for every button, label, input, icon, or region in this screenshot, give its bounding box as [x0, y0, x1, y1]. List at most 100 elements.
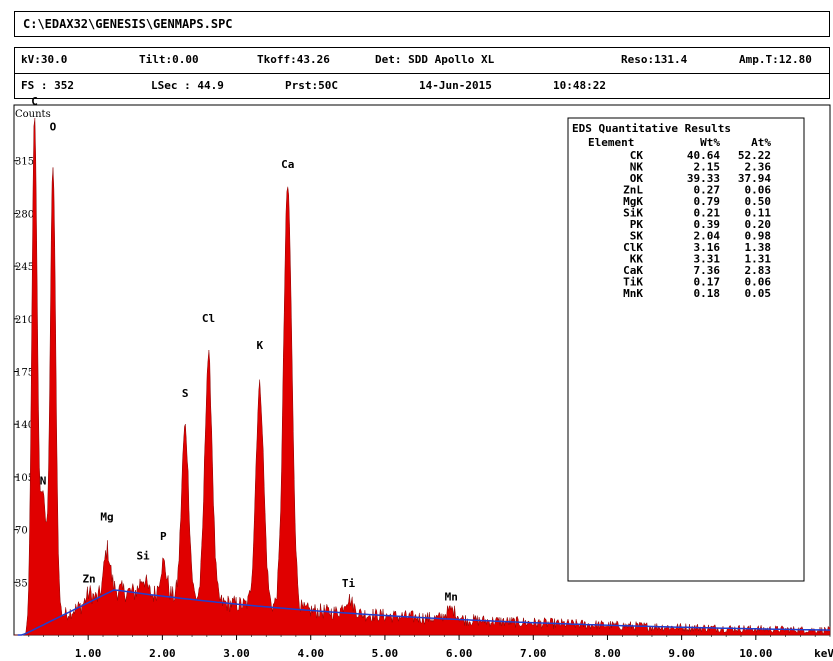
- results-wt-value: 2.15: [694, 161, 721, 174]
- results-wt-value: 3.31: [694, 253, 721, 266]
- results-element: SK: [630, 230, 644, 243]
- time-value: 10:48:22: [553, 79, 606, 92]
- results-wt-value: 0.39: [694, 218, 721, 231]
- results-at-value: 0.50: [745, 195, 772, 208]
- results-header-element: Element: [588, 136, 634, 149]
- results-wt-value: 0.27: [694, 184, 721, 197]
- x-tick-label: 1.00: [75, 647, 102, 660]
- peak-label-c: C: [31, 95, 38, 108]
- spectrum-plot: [14, 117, 831, 636]
- results-at-value: 0.98: [745, 230, 772, 243]
- kv-value: kV:30.0: [21, 53, 68, 66]
- y-tick-label: 315: [15, 157, 34, 168]
- date-value: 14-Jun-2015: [419, 79, 492, 92]
- y-tick-label: 175: [15, 368, 34, 379]
- results-at-value: 2.36: [745, 161, 772, 174]
- results-at-value: 1.31: [745, 253, 772, 266]
- results-wt-value: 7.36: [694, 264, 721, 277]
- results-title: EDS Quantitative Results: [572, 122, 731, 135]
- acquisition-params-row: kV:30.0 Tilt:0.00 Tkoff:43.26 Det: SDD A…: [14, 47, 830, 73]
- y-tick-label: 280: [15, 209, 34, 220]
- acquisition-stats-row: FS : 352 LSec : 44.9 Prst:50C 14-Jun-201…: [14, 73, 830, 99]
- results-wt-value: 39.33: [687, 172, 720, 185]
- results-wt-value: 0.18: [694, 287, 721, 300]
- x-tick-label: 8.00: [594, 647, 621, 660]
- y-tick-label: 210: [15, 315, 34, 326]
- x-tick-label: 5.00: [372, 647, 399, 660]
- results-header-at: At%: [751, 136, 771, 149]
- x-tick-label: 7.00: [520, 647, 547, 660]
- results-wt-value: 3.16: [694, 241, 721, 254]
- results-at-value: 1.38: [745, 241, 772, 254]
- results-box: [567, 117, 805, 582]
- results-element: TiK: [623, 276, 643, 289]
- results-at-value: 0.11: [745, 207, 772, 220]
- results-at-value: 0.06: [745, 276, 772, 289]
- peak-label-zn: Zn: [82, 572, 95, 585]
- y-tick-label: 70: [15, 526, 28, 537]
- spectrum-area: [14, 117, 831, 636]
- peak-label-mn: Mn: [445, 590, 458, 603]
- detector-value: Det: SDD Apollo XL: [375, 53, 495, 66]
- peak-label-cl: Cl: [202, 312, 215, 325]
- results-at-value: 37.94: [738, 172, 771, 185]
- x-tick-label: 9.00: [668, 647, 695, 660]
- y-tick-label: 105: [15, 473, 34, 484]
- results-wt-value: 40.64: [687, 149, 720, 162]
- results-element: MnK: [623, 287, 643, 300]
- peak-label-ti: Ti: [342, 577, 356, 590]
- lsec-value: LSec : 44.9: [151, 79, 224, 92]
- y-tick-label: 140: [15, 420, 34, 431]
- results-wt-value: 0.79: [694, 195, 721, 208]
- peak-label-si: Si: [136, 550, 150, 563]
- chart-axes: Counts 35 70 105 140 175 210 245 280 315 1.00 2.00 3…: [13, 104, 833, 660]
- peak-label-n: N: [40, 474, 47, 487]
- results-element: CaK: [623, 264, 643, 277]
- x-tick-label: 2.00: [149, 647, 176, 660]
- x-tick-label: 3.00: [223, 647, 250, 660]
- results-wt-value: 0.17: [694, 276, 721, 289]
- y-tick-label: 35: [15, 578, 28, 589]
- x-tick-label: 10.00: [739, 647, 772, 660]
- peak-label-mg: Mg: [100, 511, 113, 524]
- x-tick-label: 6.00: [446, 647, 473, 660]
- x-tick-label: 4.00: [297, 647, 324, 660]
- amp-time-value: Amp.T:12.80: [739, 53, 812, 66]
- results-wt-value: 0.21: [694, 207, 721, 220]
- tilt-value: Tilt:0.00: [139, 53, 199, 66]
- peak-label-p: P: [160, 530, 167, 543]
- results-element: SiK: [623, 207, 643, 220]
- resolution-value: Reso:131.4: [621, 53, 688, 66]
- results-at-value: 0.05: [745, 287, 772, 300]
- takeoff-value: Tkoff:43.26: [257, 53, 330, 66]
- x-axis-unit: keV: [814, 647, 833, 660]
- results-wt-value: 2.04: [694, 230, 721, 243]
- results-at-value: 0.06: [745, 184, 772, 197]
- fs-value: FS : 352: [21, 79, 74, 92]
- results-element: OK: [630, 172, 644, 185]
- file-path-bar: C:\EDAX32\GENESIS\GENMAPS.SPC: [14, 11, 830, 37]
- peak-labels: CO N Zn Mg Si P S Cl K Ca Ti Mn: [31, 95, 458, 603]
- y-tick-label: 245: [15, 262, 34, 273]
- results-element: ClK: [623, 241, 643, 254]
- results-element: ZnL: [623, 184, 643, 197]
- file-path: C:\EDAX32\GENESIS\GENMAPS.SPC: [23, 17, 233, 31]
- results-element: KK: [630, 253, 644, 266]
- results-at-value: 2.83: [745, 264, 772, 277]
- results-element: MgK: [623, 195, 643, 208]
- results-header-wt: Wt%: [700, 136, 720, 149]
- peak-label-s: S: [182, 387, 189, 400]
- peak-label-k: K: [256, 339, 263, 352]
- results-element: PK: [630, 218, 644, 231]
- results-element: CK: [630, 149, 644, 162]
- preset-value: Prst:50C: [285, 79, 338, 92]
- peak-label-ca: Ca: [281, 158, 294, 171]
- results-at-value: 52.22: [738, 149, 771, 162]
- results-at-value: 0.20: [745, 218, 772, 231]
- y-axis-label: Counts: [15, 109, 51, 120]
- results-element: NK: [630, 161, 644, 174]
- background-fit-line: [17, 589, 831, 636]
- peak-label-o: O: [50, 121, 57, 134]
